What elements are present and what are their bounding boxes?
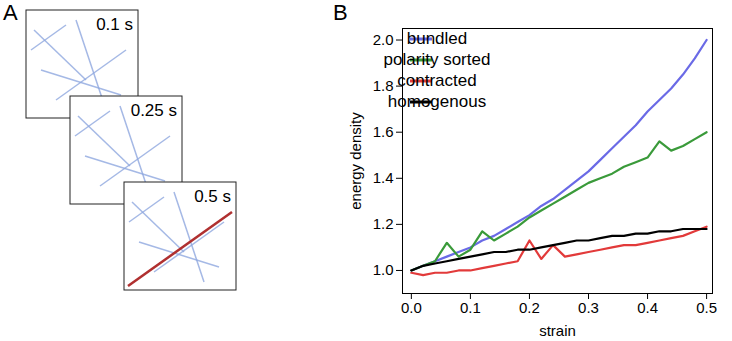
svg-text:0.4: 0.4 [637, 299, 658, 316]
svg-text:1.4: 1.4 [373, 169, 394, 186]
svg-text:0.5: 0.5 [696, 299, 717, 316]
svg-text:homogenous: homogenous [388, 92, 486, 111]
svg-text:0.1 s: 0.1 s [96, 15, 133, 34]
svg-text:0.5 s: 0.5 s [194, 187, 231, 206]
svg-text:bundled: bundled [407, 29, 468, 48]
svg-text:0.2: 0.2 [519, 299, 540, 316]
svg-text:1.6: 1.6 [373, 123, 394, 140]
html-text:A: A [3, 0, 18, 25]
svg-text:0.25 s: 0.25 s [131, 101, 177, 120]
svg-text:1.0: 1.0 [373, 261, 394, 278]
svg-text:contracted: contracted [397, 71, 476, 90]
svg-text:strain: strain [539, 322, 576, 339]
html-text:B: B [333, 0, 348, 25]
svg-text:1.2: 1.2 [373, 215, 394, 232]
svg-text:2.0: 2.0 [373, 31, 394, 48]
svg-text:0.0: 0.0 [401, 299, 422, 316]
svg-text:polarity sorted: polarity sorted [384, 50, 491, 69]
svg-text:energy density: energy density [347, 112, 364, 210]
svg-text:1.8: 1.8 [372, 76, 394, 94]
svg-text:0.1: 0.1 [460, 299, 481, 316]
svg-text:0.3: 0.3 [578, 299, 599, 316]
